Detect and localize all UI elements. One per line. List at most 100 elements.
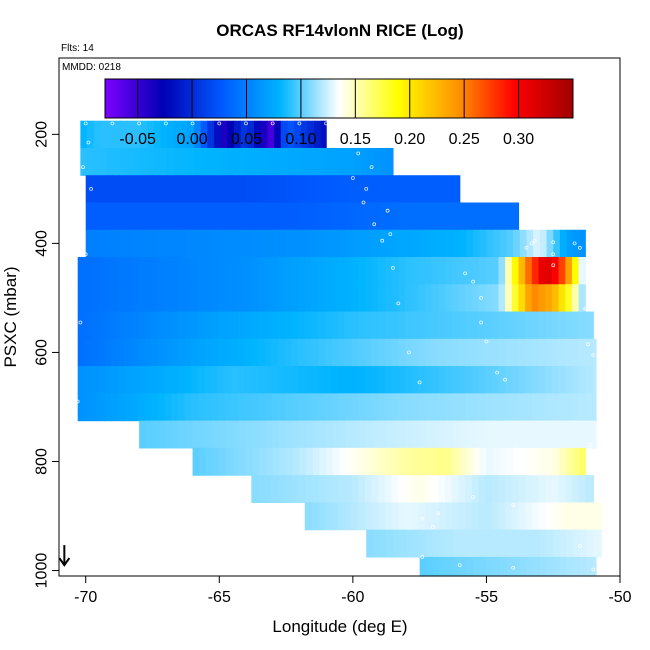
- heatmap-cell: [252, 420, 260, 449]
- heatmap-cell: [386, 420, 394, 449]
- heatmap-cell: [271, 366, 279, 394]
- heatmap-cell: [511, 475, 520, 503]
- heatmap-cell: [217, 393, 226, 422]
- heatmap-cell: [491, 366, 500, 394]
- y-tick-label: 600: [34, 339, 51, 366]
- heatmap-cell: [314, 147, 322, 176]
- heatmap-cell: [204, 284, 212, 313]
- heatmap-cell: [140, 147, 148, 176]
- heatmap-cell: [351, 284, 359, 313]
- heatmap-cell: [84, 311, 92, 340]
- heatmap-cell: [491, 393, 500, 422]
- heatmap-cell: [533, 229, 541, 258]
- heatmap-cell: [546, 529, 554, 558]
- track-point: [583, 306, 588, 311]
- heatmap-cell: [157, 366, 166, 394]
- heatmap-cell: [160, 147, 168, 176]
- heatmap-cell: [312, 202, 321, 231]
- heatmap-cell: [545, 338, 553, 367]
- heatmap-cell: [491, 284, 500, 313]
- heatmap-cell: [172, 175, 180, 204]
- heatmap-cell: [551, 366, 560, 394]
- heatmap-cell: [352, 420, 361, 449]
- heatmap-cell: [292, 202, 301, 231]
- heatmap-cell: [279, 229, 287, 258]
- heatmap-cell: [458, 393, 466, 422]
- heatmap-cell: [213, 120, 222, 149]
- heatmap-cell: [419, 556, 427, 577]
- heatmap-cell: [92, 202, 100, 231]
- heatmap-cell: [551, 338, 560, 367]
- heatmap-cell: [359, 447, 367, 476]
- track-point: [324, 121, 329, 126]
- heatmap-cell: [332, 447, 341, 476]
- heatmap-cell: [533, 556, 541, 577]
- heatmap-cell: [526, 556, 534, 577]
- heatmap-cell: [378, 257, 386, 285]
- heatmap-cell: [111, 393, 119, 422]
- heatmap-cell: [433, 420, 441, 449]
- heatmap-cell: [271, 475, 279, 503]
- heatmap-cell: [545, 366, 553, 394]
- heatmap-cell: [360, 147, 369, 176]
- heatmap-cell: [379, 229, 387, 258]
- heatmap-cell: [438, 475, 446, 503]
- heatmap-cell: [404, 311, 413, 340]
- colorbar-tick-label: -0.05: [119, 131, 156, 148]
- heatmap-cell: [318, 475, 326, 503]
- heatmap-cell: [104, 338, 112, 367]
- heatmap-cell: [240, 147, 248, 176]
- heatmap-cell: [157, 311, 166, 340]
- heatmap-cell: [426, 229, 434, 258]
- heatmap-cell: [111, 311, 119, 340]
- heatmap-cell: [433, 175, 441, 204]
- heatmap-cell: [451, 257, 459, 285]
- heatmap-cell: [372, 529, 381, 558]
- heatmap-cell: [251, 366, 259, 394]
- heatmap-cell: [318, 502, 326, 531]
- heatmap-cell: [164, 311, 172, 340]
- heatmap-cell: [105, 175, 114, 204]
- heatmap-cell: [211, 366, 219, 394]
- heatmap-cell: [104, 393, 112, 422]
- heatmap-cell: [473, 556, 481, 577]
- heatmap-cell: [519, 447, 528, 476]
- heatmap-cell: [486, 420, 494, 449]
- heatmap-cell: [165, 202, 174, 231]
- heatmap-cell: [291, 257, 299, 285]
- heatmap-cell: [539, 529, 548, 558]
- heatmap-cell: [211, 284, 219, 313]
- heatmap-cell: [513, 447, 521, 476]
- heatmap-cell: [284, 366, 293, 394]
- heatmap-cell: [324, 393, 333, 422]
- heatmap-cell: [551, 311, 560, 340]
- heatmap-cell: [451, 393, 459, 422]
- heatmap-cell: [247, 120, 255, 149]
- track-point: [420, 555, 425, 559]
- track-point: [572, 241, 577, 246]
- heatmap-cell: [426, 556, 434, 577]
- heatmap-cell: [419, 229, 427, 258]
- heatmap-cell: [599, 529, 602, 558]
- heatmap-cell: [506, 447, 514, 476]
- heatmap-cell: [266, 229, 274, 258]
- heatmap-cell: [267, 147, 275, 176]
- heatmap-cell: [566, 229, 574, 258]
- heatmap-cell: [379, 175, 387, 204]
- heatmap-cell: [371, 502, 379, 531]
- heatmap-cell: [167, 120, 175, 149]
- heatmap-cell: [354, 147, 362, 176]
- heatmap-cell: [384, 366, 393, 394]
- heatmap-cell: [264, 338, 272, 367]
- heatmap-cell: [518, 366, 526, 394]
- heatmap-cell: [254, 120, 262, 149]
- heatmap-cell: [127, 147, 135, 176]
- heatmap-cell: [479, 556, 488, 577]
- heatmap-cell: [585, 366, 593, 394]
- heatmap-cell: [153, 147, 162, 176]
- heatmap-cell: [84, 393, 92, 422]
- heatmap-cell: [80, 147, 88, 176]
- heatmap-cell: [559, 229, 568, 258]
- heatmap-cell: [207, 147, 215, 176]
- heatmap-cell: [513, 556, 521, 577]
